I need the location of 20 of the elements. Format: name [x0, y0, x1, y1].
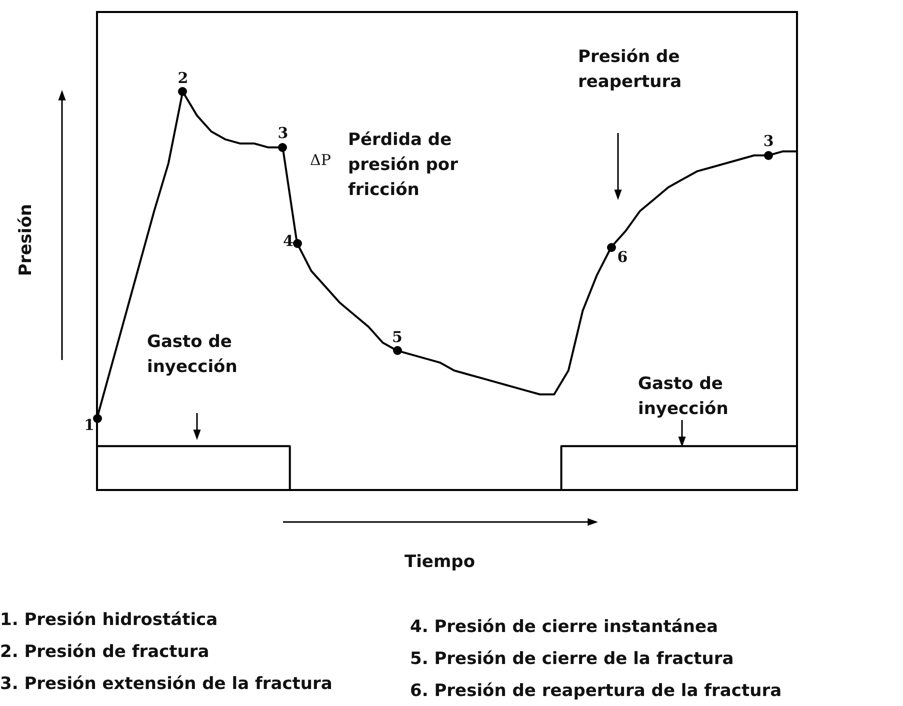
annotation: Gasto de inyección — [147, 331, 238, 379]
annotation: Gasto de inyección — [638, 373, 730, 421]
text: 2. Presión de fractura — [0, 641, 210, 664]
annotation: 5 — [392, 328, 402, 346]
text: 6. Presión de reapertura de la fractura — [410, 680, 782, 703]
x-axis-title: Tiempo — [404, 551, 476, 574]
text: 4. Presión de cierre instantánea — [410, 616, 718, 639]
annotation: 4 — [283, 232, 294, 250]
annotation: 6 — [617, 248, 628, 266]
annotation: ΔP — [310, 150, 331, 171]
text: 1. Presión hidrostática — [0, 609, 218, 632]
annotation: Presión de reapertura — [578, 46, 683, 94]
text: 2 — [178, 68, 188, 87]
annotation: Pérdida de presión por fricción — [348, 129, 459, 202]
annotation: 3 — [278, 124, 288, 142]
text: 5. Presión de cierre de la fractura — [410, 648, 734, 671]
y-axis-title: Presión — [15, 204, 37, 276]
text: 1 — [84, 416, 94, 434]
text: 3. Presión extensión de la fractura — [0, 673, 332, 696]
annotation: 3 — [763, 132, 774, 150]
